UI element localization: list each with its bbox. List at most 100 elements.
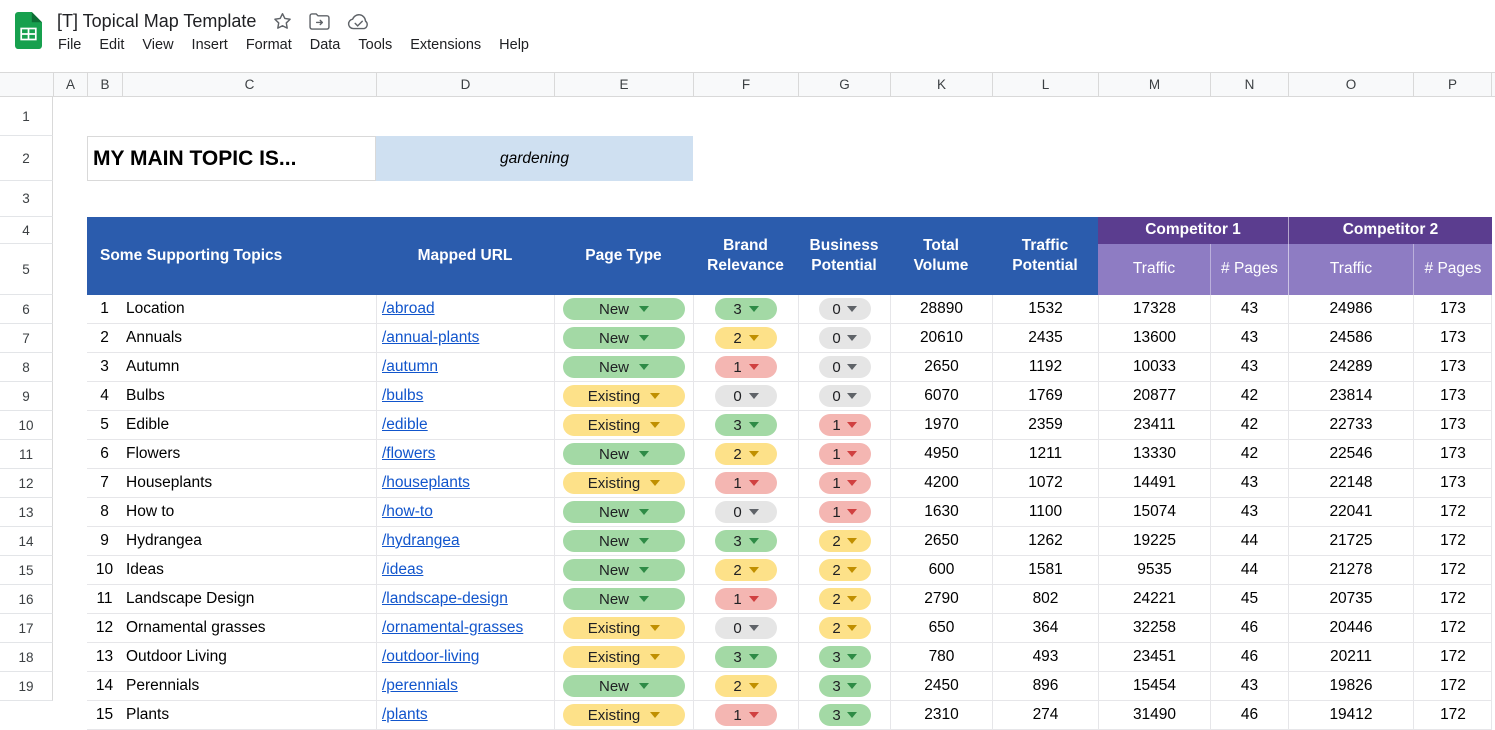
business-potential-cell[interactable]: 0	[798, 295, 890, 323]
mapped-url-cell[interactable]: /plants	[376, 701, 554, 729]
total-volume-cell[interactable]: 1970	[890, 411, 992, 439]
header-competitor1-traffic[interactable]: Traffic	[1098, 244, 1210, 295]
competitor2-traffic-cell[interactable]: 24586	[1288, 324, 1413, 352]
total-volume-cell[interactable]: 2310	[890, 701, 992, 729]
column-header-P[interactable]: P	[1413, 73, 1492, 96]
brand-relevance-dropdown[interactable]: 3	[715, 414, 777, 436]
mapped-url-cell[interactable]: /perennials	[376, 672, 554, 700]
competitor2-traffic-cell[interactable]: 22546	[1288, 440, 1413, 468]
competitor2-traffic-cell[interactable]: 22148	[1288, 469, 1413, 497]
business-potential-cell[interactable]: 3	[798, 701, 890, 729]
menu-edit[interactable]: Edit	[99, 37, 125, 53]
business-potential-dropdown[interactable]: 3	[818, 704, 871, 726]
page-type-cell[interactable]: New	[554, 295, 693, 323]
competitor1-pages-cell[interactable]: 46	[1210, 614, 1288, 642]
page-type-dropdown[interactable]: Existing	[563, 646, 685, 668]
business-potential-cell[interactable]: 2	[798, 614, 890, 642]
competitor2-traffic-cell[interactable]: 20735	[1288, 585, 1413, 613]
mapped-url-cell[interactable]: /bulbs	[376, 382, 554, 410]
mapped-url-cell[interactable]: /abroad	[376, 295, 554, 323]
column-header-C[interactable]: C	[122, 73, 376, 96]
row-index-cell[interactable]: 15	[95, 706, 114, 723]
competitor2-pages-cell[interactable]: 173	[1413, 440, 1492, 468]
page-type-dropdown[interactable]: New	[563, 298, 685, 320]
brand-relevance-cell[interactable]: 1	[693, 353, 798, 381]
competitor2-traffic-cell[interactable]: 20211	[1288, 643, 1413, 671]
column-header-L[interactable]: L	[992, 73, 1098, 96]
row-header-16[interactable]: 16	[0, 585, 53, 614]
brand-relevance-cell[interactable]: 1	[693, 469, 798, 497]
brand-relevance-cell[interactable]: 3	[693, 527, 798, 555]
page-type-dropdown[interactable]: New	[563, 530, 685, 552]
competitor1-traffic-cell[interactable]: 23451	[1098, 643, 1210, 671]
traffic-potential-cell[interactable]: 2359	[992, 411, 1098, 439]
mapped-url-cell[interactable]: /houseplants	[376, 469, 554, 497]
competitor1-traffic-cell[interactable]: 19225	[1098, 527, 1210, 555]
mapped-url-link[interactable]: /landscape-design	[382, 590, 508, 607]
competitor1-traffic-cell[interactable]: 31490	[1098, 701, 1210, 729]
column-header-M[interactable]: M	[1098, 73, 1210, 96]
business-potential-cell[interactable]: 3	[798, 672, 890, 700]
competitor2-traffic-cell[interactable]: 19412	[1288, 701, 1413, 729]
column-header-A[interactable]: A	[53, 73, 87, 96]
competitor2-pages-cell[interactable]: 173	[1413, 382, 1492, 410]
header-competitor2-pages[interactable]: # Pages	[1413, 244, 1492, 295]
competitor2-pages-cell[interactable]: 172	[1413, 585, 1492, 613]
business-potential-cell[interactable]: 1	[798, 469, 890, 497]
page-type-dropdown[interactable]: New	[563, 559, 685, 581]
competitor1-pages-cell[interactable]: 43	[1210, 295, 1288, 323]
topic-cell[interactable]: Ideas	[126, 561, 164, 578]
traffic-potential-cell[interactable]: 1192	[992, 353, 1098, 381]
competitor2-traffic-cell[interactable]: 22041	[1288, 498, 1413, 526]
row-header-7[interactable]: 7	[0, 324, 53, 353]
cloud-saved-icon[interactable]	[347, 13, 370, 30]
row-header-1[interactable]: 1	[0, 97, 53, 136]
brand-relevance-dropdown[interactable]: 2	[715, 327, 777, 349]
move-to-folder-icon[interactable]	[309, 12, 331, 30]
business-potential-dropdown[interactable]: 3	[818, 646, 871, 668]
page-type-cell[interactable]: New	[554, 324, 693, 352]
traffic-potential-cell[interactable]: 1211	[992, 440, 1098, 468]
competitor2-pages-cell[interactable]: 172	[1413, 527, 1492, 555]
mapped-url-link[interactable]: /autumn	[382, 358, 439, 375]
business-potential-cell[interactable]: 2	[798, 527, 890, 555]
mapped-url-cell[interactable]: /landscape-design	[376, 585, 554, 613]
brand-relevance-cell[interactable]: 2	[693, 440, 798, 468]
column-header-G[interactable]: G	[798, 73, 890, 96]
header-competitor1-pages[interactable]: # Pages	[1210, 244, 1288, 295]
competitor1-pages-cell[interactable]: 46	[1210, 643, 1288, 671]
page-type-cell[interactable]: New	[554, 527, 693, 555]
business-potential-dropdown[interactable]: 0	[818, 298, 871, 320]
page-type-dropdown[interactable]: New	[563, 675, 685, 697]
competitor2-pages-cell[interactable]: 173	[1413, 469, 1492, 497]
competitor2-traffic-cell[interactable]: 21725	[1288, 527, 1413, 555]
total-volume-cell[interactable]: 600	[890, 556, 992, 584]
header-brand-relevance[interactable]: Brand Relevance	[693, 217, 798, 295]
column-header-N[interactable]: N	[1210, 73, 1288, 96]
menu-view[interactable]: View	[142, 37, 174, 53]
competitor1-traffic-cell[interactable]: 23411	[1098, 411, 1210, 439]
brand-relevance-cell[interactable]: 0	[693, 382, 798, 410]
row-index-cell[interactable]: 14	[95, 677, 114, 694]
brand-relevance-dropdown[interactable]: 1	[715, 356, 777, 378]
total-volume-cell[interactable]: 4950	[890, 440, 992, 468]
business-potential-cell[interactable]: 1	[798, 498, 890, 526]
brand-relevance-cell[interactable]: 3	[693, 411, 798, 439]
brand-relevance-cell[interactable]: 2	[693, 324, 798, 352]
header-competitor-1[interactable]: Competitor 1	[1098, 217, 1288, 244]
mapped-url-cell[interactable]: /autumn	[376, 353, 554, 381]
competitor1-pages-cell[interactable]: 42	[1210, 382, 1288, 410]
brand-relevance-dropdown[interactable]: 3	[715, 530, 777, 552]
traffic-potential-cell[interactable]: 2435	[992, 324, 1098, 352]
row-index-cell[interactable]: 10	[95, 561, 114, 578]
menu-data[interactable]: Data	[309, 37, 341, 53]
column-header-D[interactable]: D	[376, 73, 554, 96]
row-index-cell[interactable]: 12	[95, 619, 114, 636]
brand-relevance-dropdown[interactable]: 3	[715, 646, 777, 668]
page-type-dropdown[interactable]: Existing	[563, 617, 685, 639]
brand-relevance-dropdown[interactable]: 0	[715, 385, 777, 407]
brand-relevance-cell[interactable]: 3	[693, 295, 798, 323]
traffic-potential-cell[interactable]: 1532	[992, 295, 1098, 323]
business-potential-dropdown[interactable]: 2	[818, 559, 871, 581]
mapped-url-cell[interactable]: /how-to	[376, 498, 554, 526]
